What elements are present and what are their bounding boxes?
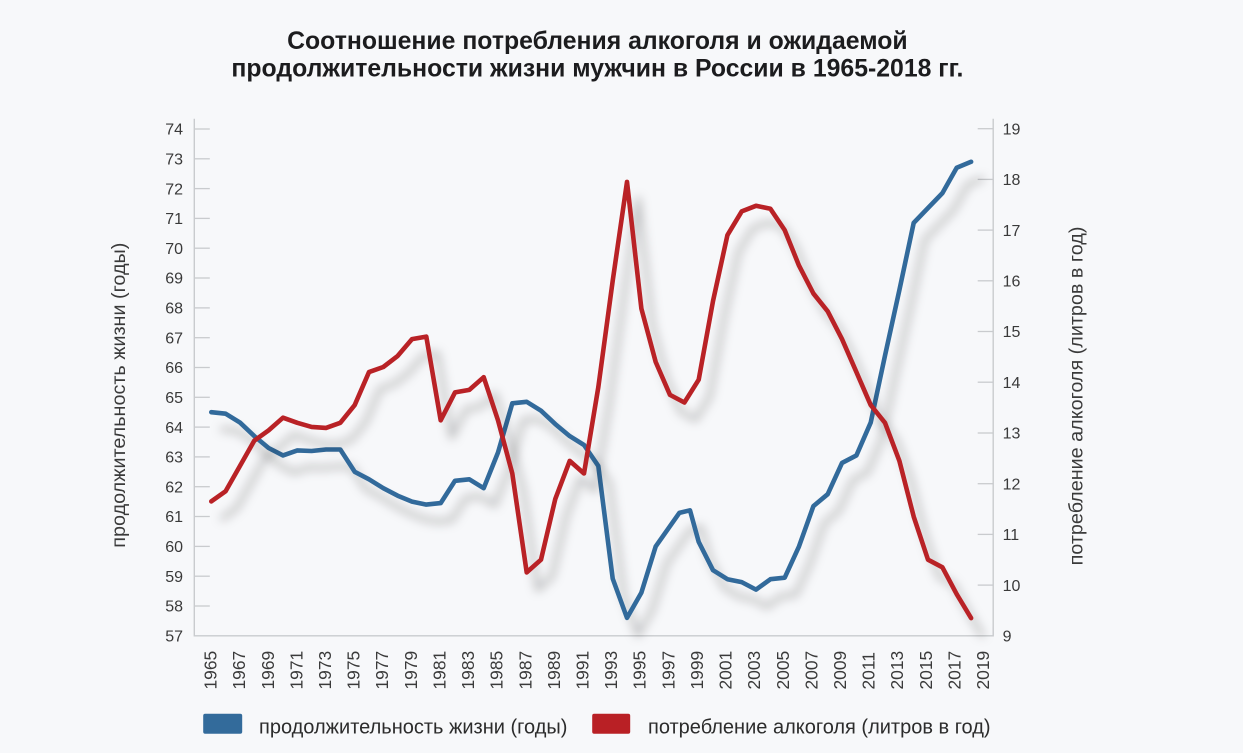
svg-text:2013: 2013 xyxy=(887,651,907,690)
svg-text:66: 66 xyxy=(165,360,183,377)
svg-text:58: 58 xyxy=(165,599,183,616)
svg-text:1983: 1983 xyxy=(458,651,478,690)
svg-text:1989: 1989 xyxy=(544,651,564,690)
svg-text:10: 10 xyxy=(1003,578,1021,595)
svg-text:59: 59 xyxy=(165,569,183,586)
svg-text:1993: 1993 xyxy=(601,651,621,690)
svg-text:19: 19 xyxy=(1003,121,1021,138)
svg-text:продолжительность жизни (годы): продолжительность жизни (годы) xyxy=(259,716,567,738)
svg-text:2007: 2007 xyxy=(801,651,821,690)
svg-text:18: 18 xyxy=(1003,172,1021,189)
svg-text:72: 72 xyxy=(165,181,183,198)
svg-text:16: 16 xyxy=(1003,274,1021,291)
svg-text:2005: 2005 xyxy=(773,651,793,690)
svg-text:61: 61 xyxy=(165,509,183,526)
svg-text:71: 71 xyxy=(165,211,183,228)
svg-text:69: 69 xyxy=(165,271,183,288)
svg-text:60: 60 xyxy=(165,539,183,556)
svg-text:2019: 2019 xyxy=(973,651,993,690)
svg-text:1999: 1999 xyxy=(687,651,707,690)
svg-text:потребление алкоголя (литров в: потребление алкоголя (литров в год) xyxy=(648,716,991,738)
svg-text:1965: 1965 xyxy=(201,651,221,690)
svg-text:1973: 1973 xyxy=(315,651,335,690)
svg-text:70: 70 xyxy=(165,241,183,258)
svg-text:74: 74 xyxy=(165,122,183,139)
svg-text:2017: 2017 xyxy=(944,651,964,690)
svg-text:68: 68 xyxy=(165,301,183,318)
svg-text:2001: 2001 xyxy=(716,651,736,690)
svg-text:продолжительности жизни мужчин: продолжительности жизни мужчин в России … xyxy=(231,55,963,82)
svg-text:1995: 1995 xyxy=(630,651,650,690)
svg-text:11: 11 xyxy=(1003,527,1020,544)
svg-text:73: 73 xyxy=(165,152,183,169)
svg-text:57: 57 xyxy=(165,629,183,646)
svg-text:1977: 1977 xyxy=(372,651,392,690)
svg-text:63: 63 xyxy=(165,450,183,467)
svg-text:12: 12 xyxy=(1003,476,1021,493)
svg-text:1987: 1987 xyxy=(515,651,535,690)
svg-text:17: 17 xyxy=(1003,223,1021,240)
svg-text:1979: 1979 xyxy=(401,651,421,690)
svg-text:1971: 1971 xyxy=(286,651,306,690)
svg-text:Соотношение потребления алкого: Соотношение потребления алкоголя и ожида… xyxy=(287,28,908,55)
svg-text:продолжительность жизни (годы): продолжительность жизни (годы) xyxy=(108,243,130,548)
svg-text:64: 64 xyxy=(165,420,183,437)
svg-text:2015: 2015 xyxy=(916,651,936,690)
svg-text:14: 14 xyxy=(1003,375,1021,392)
svg-text:потребление алкоголя (литров в: потребление алкоголя (литров в год) xyxy=(1066,227,1088,566)
svg-text:1991: 1991 xyxy=(573,651,593,690)
svg-text:1975: 1975 xyxy=(344,651,364,690)
svg-text:2003: 2003 xyxy=(744,651,764,690)
svg-text:1997: 1997 xyxy=(658,651,678,690)
svg-text:2009: 2009 xyxy=(830,651,850,690)
svg-text:1967: 1967 xyxy=(229,651,249,690)
svg-text:62: 62 xyxy=(165,479,183,496)
svg-text:1981: 1981 xyxy=(430,651,450,690)
svg-text:13: 13 xyxy=(1003,426,1021,443)
svg-text:1985: 1985 xyxy=(487,651,507,690)
svg-text:1969: 1969 xyxy=(258,651,278,690)
svg-text:2011: 2011 xyxy=(859,652,879,689)
svg-text:67: 67 xyxy=(165,330,183,347)
svg-text:65: 65 xyxy=(165,390,183,407)
svg-text:9: 9 xyxy=(1003,629,1012,646)
svg-text:15: 15 xyxy=(1003,324,1021,341)
